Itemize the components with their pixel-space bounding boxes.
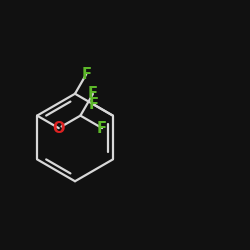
Text: F: F — [81, 67, 91, 82]
Text: O: O — [52, 121, 65, 136]
Text: F: F — [88, 86, 98, 102]
Text: F: F — [97, 121, 107, 136]
Text: F: F — [88, 97, 99, 112]
